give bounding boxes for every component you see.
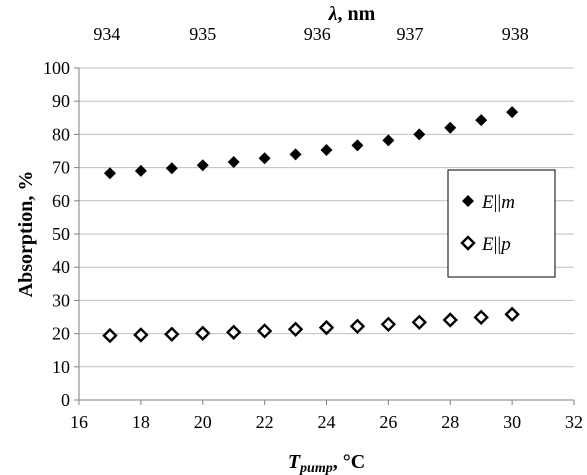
- y-axis-label: Absorption, %: [15, 171, 37, 298]
- marker-e-par-p: [411, 314, 428, 331]
- x-axis-label-main: T: [288, 451, 301, 473]
- x-tick-label: 32: [565, 412, 583, 432]
- y-tick-label: 30: [52, 290, 70, 310]
- x-tick-label: 16: [70, 412, 88, 432]
- marker-e-par-m: [227, 155, 240, 168]
- marker-e-par-m: [382, 134, 395, 147]
- grid-lines: [79, 67, 574, 368]
- legend-marker-open: [460, 235, 476, 251]
- y-tick-label: 0: [61, 390, 70, 410]
- y-tick-label: 50: [52, 224, 70, 244]
- legend-entry-2-sep: ||: [494, 234, 502, 255]
- data-markers: [102, 106, 520, 344]
- marker-e-par-m: [289, 148, 302, 161]
- marker-e-par-m: [258, 152, 271, 165]
- y-tick-label: 20: [52, 324, 70, 344]
- marker-e-par-p: [442, 312, 458, 328]
- legend-marker-filled: [462, 195, 474, 207]
- y-tick-label: 100: [43, 58, 70, 78]
- top-tick-label: 935: [189, 24, 216, 44]
- x-tick-label: 30: [503, 412, 521, 432]
- marker-e-par-m: [320, 144, 333, 157]
- legend-box: [447, 169, 556, 278]
- marker-e-par-p: [102, 327, 118, 344]
- axes: [74, 67, 575, 405]
- marker-e-par-p: [287, 321, 304, 337]
- marker-e-par-p: [133, 327, 149, 343]
- legend-entry-2-var: p: [499, 234, 511, 255]
- marker-e-par-p: [380, 316, 397, 333]
- y-tick-label: 80: [52, 124, 70, 144]
- marker-e-par-p: [318, 319, 335, 336]
- tick-labels: 0 10 20 30 40 50 60 70 80 90 100 16 18 20 22 24 26 28 30 32…: [43, 24, 583, 432]
- top-tick-label: 938: [502, 24, 529, 44]
- marker-e-par-p: [504, 306, 520, 323]
- legend-entry-e-par-m: E||m: [481, 192, 515, 213]
- marker-e-par-p: [195, 325, 211, 341]
- y-tick-label: 40: [52, 257, 70, 277]
- marker-e-par-p: [473, 309, 489, 326]
- top-axis-label-symbol: λ: [328, 3, 338, 25]
- marker-e-par-m: [413, 128, 426, 141]
- top-tick-label: 937: [397, 24, 424, 44]
- marker-e-par-m: [444, 121, 457, 134]
- marker-e-par-m: [165, 162, 178, 175]
- marker-e-par-p: [256, 323, 273, 339]
- x-tick-label: 22: [256, 412, 274, 432]
- marker-e-par-m: [475, 114, 488, 127]
- x-tick-label: 26: [379, 412, 397, 432]
- legend-entry-1-symbol: E: [481, 192, 494, 213]
- legend-entry-e-par-p: E||p: [481, 234, 511, 255]
- y-tick-label: 60: [52, 191, 70, 211]
- marker-e-par-p: [349, 318, 366, 334]
- top-axis-label-unit: , nm: [338, 3, 376, 25]
- marker-e-par-m: [506, 106, 519, 119]
- top-axis-label: λ, nm: [328, 3, 376, 25]
- x-axis-label-unit: , °C: [333, 451, 365, 473]
- top-tick-label: 934: [93, 24, 120, 44]
- marker-e-par-m: [351, 139, 364, 152]
- legend-entry-1-sep: ||: [494, 192, 502, 213]
- x-axis-label: Tpump, °C: [288, 451, 365, 475]
- x-tick-label: 18: [132, 412, 150, 432]
- marker-e-par-m: [196, 159, 209, 172]
- x-tick-label: 24: [318, 412, 336, 432]
- x-tick-label: 28: [441, 412, 459, 432]
- x-axis-label-sub: pump: [299, 461, 333, 475]
- legend-entry-2-symbol: E: [481, 234, 494, 255]
- marker-e-par-m: [134, 164, 147, 177]
- y-tick-label: 10: [52, 357, 70, 377]
- y-tick-label: 70: [52, 158, 70, 178]
- legend-entry-1-var: m: [501, 192, 515, 213]
- y-tick-label: 90: [52, 91, 70, 111]
- marker-e-par-p: [164, 326, 180, 342]
- top-tick-label: 936: [304, 24, 331, 44]
- marker-e-par-m: [103, 167, 116, 180]
- legend: E||m E||p: [447, 169, 556, 278]
- marker-e-par-p: [225, 324, 242, 340]
- x-tick-label: 20: [194, 412, 212, 432]
